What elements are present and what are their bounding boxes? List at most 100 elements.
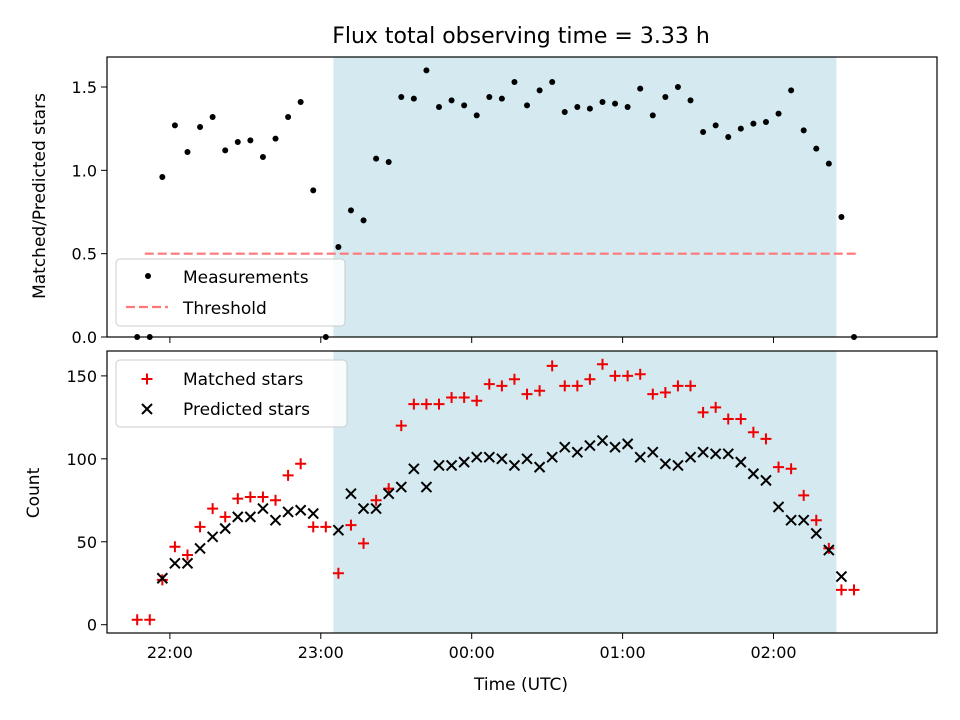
- predicted-star-point: [684, 451, 697, 463]
- predicted-star-point: [345, 487, 357, 500]
- top-panel: 0.0 0.5 1.0 1.5 Measurements Threshold: [72, 56, 938, 347]
- measurement-point: [448, 97, 455, 104]
- measurement-point: [725, 134, 732, 140]
- measurement-point: [825, 160, 832, 167]
- matched-star-point: [798, 489, 810, 501]
- measurement-point: [536, 87, 543, 94]
- predicted-star-point: [370, 502, 382, 515]
- measurement-point: [637, 85, 644, 92]
- matched-star-point: [332, 567, 344, 579]
- predicted-star-point: [609, 441, 621, 453]
- measurement-point: [247, 137, 254, 144]
- matched-star-point: [609, 370, 621, 382]
- predicted-star-point: [747, 468, 760, 480]
- measurement-point: [750, 120, 757, 127]
- measurement-point: [473, 112, 480, 119]
- matched-star-point: [823, 542, 835, 554]
- predicted-star-point: [433, 459, 445, 472]
- matched-star-point: [207, 503, 219, 515]
- predicted-star-point: [785, 514, 797, 526]
- measurement-point: [674, 84, 681, 90]
- legend-predicted-label: Predicted stars: [183, 400, 310, 420]
- matched-star-point: [546, 360, 558, 372]
- predicted-star-point: [835, 570, 848, 583]
- predicted-star-point: [596, 434, 609, 447]
- predicted-star-point: [496, 453, 508, 465]
- matched-star-point: [219, 511, 231, 523]
- legend-measurement-marker: [145, 273, 151, 279]
- measurement-point: [461, 102, 468, 109]
- predicted-star-point: [156, 572, 169, 584]
- matched-star-point: [446, 391, 458, 403]
- measurement-point: [624, 104, 631, 110]
- measurement-point: [310, 187, 317, 194]
- measurement-point: [171, 122, 178, 129]
- top-y-tick-label: 0.5: [72, 245, 97, 264]
- measurement-point: [561, 109, 568, 115]
- measurement-point: [347, 207, 354, 214]
- predicted-star-point: [559, 441, 571, 453]
- measurement-point: [436, 104, 442, 110]
- measurement-point: [486, 94, 493, 100]
- measurement-point: [410, 95, 417, 102]
- bottom-y-tick-label: 0: [87, 616, 97, 635]
- bottom-y-axis-label: Count: [24, 467, 44, 518]
- measurement-point: [838, 214, 845, 220]
- predicted-star-point: [772, 501, 785, 513]
- legend-measurements-label: Measurements: [183, 268, 309, 288]
- matched-star-point: [785, 463, 797, 475]
- measurement-point: [712, 122, 719, 129]
- top-y-tick-label: 0.0: [72, 328, 97, 347]
- predicted-star-point: [307, 507, 319, 520]
- legend-matched-label: Matched stars: [183, 370, 303, 390]
- matched-star-point: [156, 574, 168, 586]
- bottom-shaded-interval: [333, 351, 837, 633]
- matched-star-point: [320, 521, 332, 533]
- predicted-star-point: [533, 461, 546, 473]
- measurement-point: [222, 147, 229, 154]
- measurement-point: [272, 135, 279, 142]
- bottom-y-tick-label: 100: [66, 450, 97, 469]
- measurement-point: [574, 104, 581, 110]
- measurement-point: [549, 79, 556, 85]
- bottom-panel: 0 50 100 150 22:00 23:00 00:00 01:00 02:00 Matche…: [66, 350, 938, 662]
- chart-title: Flux total observing time = 3.33 h: [332, 24, 710, 49]
- matched-star-point: [496, 380, 508, 392]
- predicted-star-point: [181, 557, 194, 570]
- measurement-point: [762, 119, 769, 125]
- measurement-point: [775, 110, 782, 117]
- measurement-point: [524, 102, 531, 109]
- matched-star-point: [647, 388, 659, 400]
- predicted-star-point: [672, 459, 684, 472]
- top-y-axis-label: Matched/Predicted stars: [30, 93, 50, 299]
- predicted-star-point: [647, 446, 659, 458]
- matched-star-point: [282, 469, 294, 481]
- matched-star-point: [634, 368, 646, 380]
- top-y-tick-label: 1.5: [72, 78, 97, 97]
- matched-star-point: [144, 614, 156, 626]
- x-tick-label: 02:00: [750, 643, 796, 662]
- matched-star-point: [571, 380, 583, 392]
- measurement-point: [687, 97, 694, 104]
- matched-star-point: [559, 380, 571, 392]
- measurement-point: [612, 100, 619, 107]
- measurement-point: [788, 87, 795, 94]
- matched-star-point: [848, 584, 860, 596]
- matched-star-point: [244, 491, 256, 503]
- measurement-point: [700, 129, 707, 135]
- predicted-star-point: [797, 514, 810, 526]
- matched-star-point: [685, 380, 697, 392]
- x-tick-label: 01:00: [600, 643, 646, 662]
- predicted-star-point: [332, 524, 345, 536]
- bottom-legend-box: [115, 359, 348, 428]
- predicted-star-point: [483, 451, 496, 463]
- matched-star-point: [181, 549, 193, 561]
- predicted-star-point: [735, 456, 747, 468]
- predicted-star-point: [546, 451, 558, 463]
- measurement-point: [813, 145, 820, 152]
- measurement-point: [511, 79, 518, 85]
- predicted-star-point: [471, 451, 483, 463]
- matched-star-point: [420, 398, 432, 410]
- measurement-point: [737, 125, 744, 132]
